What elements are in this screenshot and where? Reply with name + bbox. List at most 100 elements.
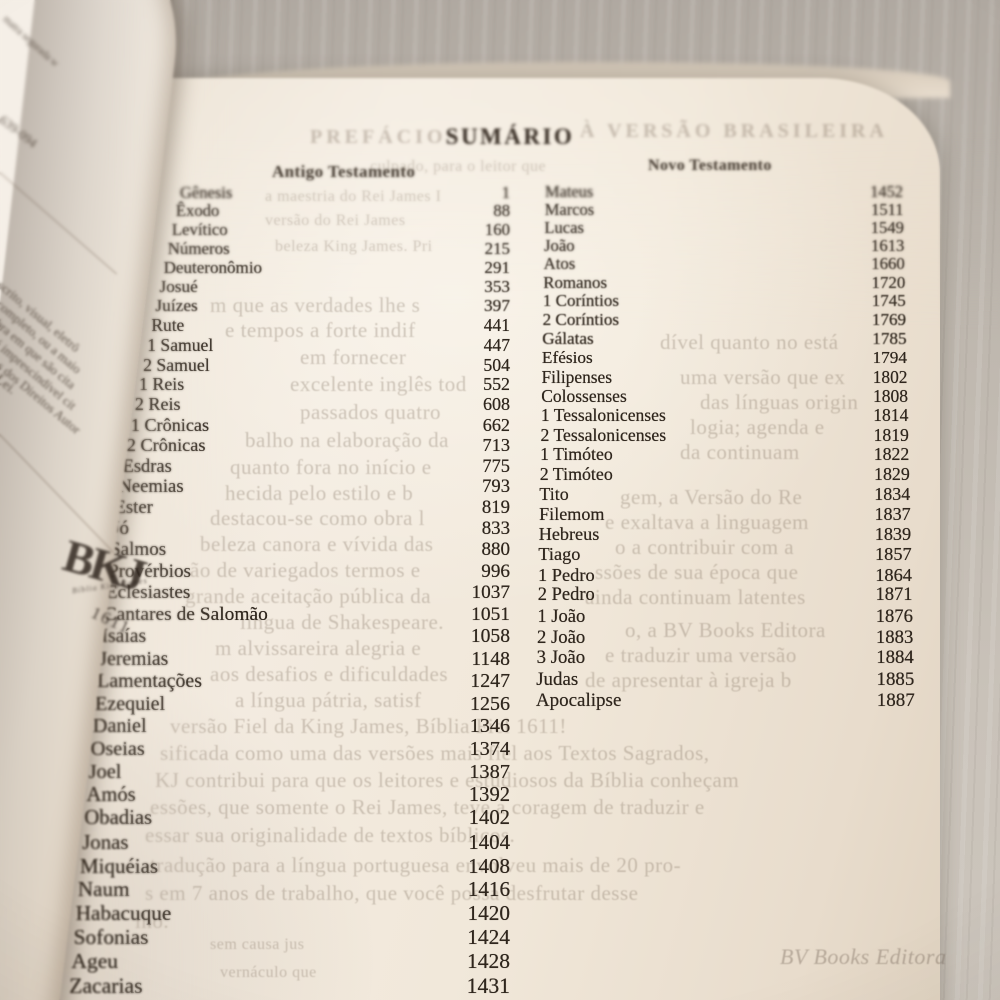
page-number: 215 — [484, 238, 510, 258]
toc-row: Gálatas 1785 — [542, 329, 906, 348]
toc-row: Judas 1885 — [536, 669, 914, 690]
toc-row: Neemias 793 — [119, 476, 511, 497]
page-number: 1660 — [871, 254, 905, 274]
book-name: Sofonias — [73, 925, 149, 950]
book-name: 2 Crônicas — [126, 435, 206, 456]
ghost-text-line: de apresentar à igreja b — [585, 668, 792, 692]
ghost-text-line: quanto fora no início e — [230, 455, 432, 479]
book-name: Números — [167, 238, 230, 258]
book-name: 1 Coríntios — [542, 291, 619, 311]
page-number: 504 — [483, 354, 510, 375]
book-name: Apocalipse — [535, 689, 622, 711]
toc-row: 2 Pedro 1871 — [538, 585, 913, 606]
page-number: 608 — [482, 394, 510, 415]
page-number: 819 — [481, 497, 510, 519]
book-name: Gênesis — [180, 183, 233, 202]
toc-row: Tito 1834 — [539, 484, 910, 504]
toc-row: Zacarias 1431 — [69, 974, 510, 999]
page-number: 662 — [482, 414, 510, 435]
toc-row: Daniel 1346 — [93, 715, 510, 738]
toc-row: Marcos 1511 — [545, 199, 904, 219]
ghost-text-line: em fornecer — [300, 345, 407, 369]
toc-row: 2 Timóteo 1829 — [540, 464, 910, 484]
toc-row: Naum 1416 — [78, 877, 510, 902]
toc-row: 1 Crônicas 662 — [131, 414, 510, 435]
page-number: 1887 — [876, 689, 915, 711]
page-number: 1511 — [871, 199, 904, 219]
book-name: Atos — [543, 254, 576, 274]
ghost-text-line: e traduzir uma versão — [605, 643, 797, 667]
page-number: 552 — [483, 374, 510, 395]
page-number: 1408 — [468, 853, 510, 878]
ghost-text-line: balho na elaboração da — [245, 428, 449, 452]
page-number: 160 — [484, 219, 510, 239]
page-number: 1613 — [871, 236, 905, 256]
toc-row: 1 Reis 552 — [139, 374, 510, 395]
ghost-text-line: gem, a Versão do Re — [620, 485, 803, 509]
book-name: 2 Pedro — [537, 585, 595, 606]
toc-row: Rute 441 — [151, 315, 510, 336]
toc-row: Provérbios 996 — [108, 560, 510, 583]
page-number: 1720 — [871, 272, 906, 292]
ghost-text-line: ainda continuam latentes — [585, 585, 806, 609]
page-number: 1148 — [471, 647, 510, 670]
page-number: 1416 — [467, 877, 510, 902]
page-number: 713 — [482, 435, 510, 456]
toc-row: Ester 819 — [114, 497, 510, 519]
ghost-text-line: m alvissareira alegria e — [215, 636, 422, 660]
page-number: 1769 — [871, 310, 907, 330]
toc-row: Levítico 160 — [172, 219, 510, 239]
page-number: 441 — [483, 315, 510, 336]
toc-row: 1 Tessalonicenses 1814 — [541, 405, 909, 425]
book-name: Colossenses — [541, 386, 627, 407]
toc-row: 2 Coríntios 1769 — [542, 310, 907, 330]
book-name: 1 Crônicas — [130, 414, 210, 435]
book-name: 1 Timóteo — [540, 444, 613, 465]
page-number: 996 — [481, 560, 510, 582]
page-number: 353 — [484, 276, 510, 296]
toc-row: Êxodo 88 — [176, 201, 510, 220]
toc-row: Josué 353 — [160, 276, 511, 296]
toc-row: Atos 1660 — [543, 254, 905, 274]
toc-row: Lamentações 1247 — [97, 670, 510, 692]
toc-row: Oseias 1374 — [91, 738, 510, 761]
book-name: 1 Reis — [139, 374, 185, 395]
book-name: 2 João — [537, 626, 586, 648]
toc-row: Lucas 1549 — [544, 218, 904, 237]
summary-page-content: PREFÁCIO À VERSÃO BRASILEIRA culpado, para… — [60, 78, 946, 1000]
page-number: 1839 — [874, 524, 912, 545]
page-number: 1837 — [874, 503, 911, 524]
ghost-text-line: À VERSÃO BRASILEIRA — [580, 120, 888, 142]
book-name: 2 Samuel — [143, 354, 210, 375]
ghost-text-line: versão Fiel da King James, Bíblia Fiel 1… — [170, 714, 567, 738]
book-name: Hebreus — [538, 524, 600, 545]
ghost-text-line: uma versão que ex — [680, 365, 846, 389]
book-name: 1 Tessalonicenses — [540, 405, 666, 426]
toc-row: Tiago 1857 — [538, 544, 911, 564]
toc-row: Filemom 1837 — [539, 504, 911, 524]
page-number: 1876 — [875, 605, 913, 627]
book-name: Tito — [539, 484, 569, 504]
toc-row: Ageu 1428 — [71, 949, 510, 974]
bkj-logo-year: 1611 — [88, 602, 134, 638]
page-number: 1822 — [873, 444, 910, 465]
page-number: 1428 — [466, 949, 510, 974]
toc-row: Esdras 775 — [123, 456, 510, 477]
ghost-text-line: tradução para a língua portuguesa envolv… — [150, 853, 682, 877]
ghost-text-line: destacou-se como obra l — [210, 506, 426, 530]
book-name: Tiago — [538, 544, 581, 565]
toc-row: Eclesiastes 1037 — [106, 582, 510, 604]
toc-row: Isaías 1058 — [102, 626, 511, 648]
toc-row: Obadias 1402 — [84, 807, 510, 830]
toc-row: 2 Crônicas 713 — [127, 435, 510, 456]
page-number: 1392 — [468, 783, 510, 806]
book-name: 2 Coríntios — [542, 310, 620, 330]
ghost-text-line: e exaltava a linguagem — [605, 510, 809, 534]
ghost-text-line: essões, que somente o Rei James, teve a … — [150, 795, 705, 819]
ghost-text-line: passados quatro — [300, 400, 442, 424]
ghost-text-line: o a contribuir com a — [615, 535, 795, 559]
book-name: Deuteronômio — [163, 257, 263, 277]
toc-row: 1 Samuel 447 — [147, 335, 510, 355]
book-name: Zacarias — [69, 973, 143, 998]
